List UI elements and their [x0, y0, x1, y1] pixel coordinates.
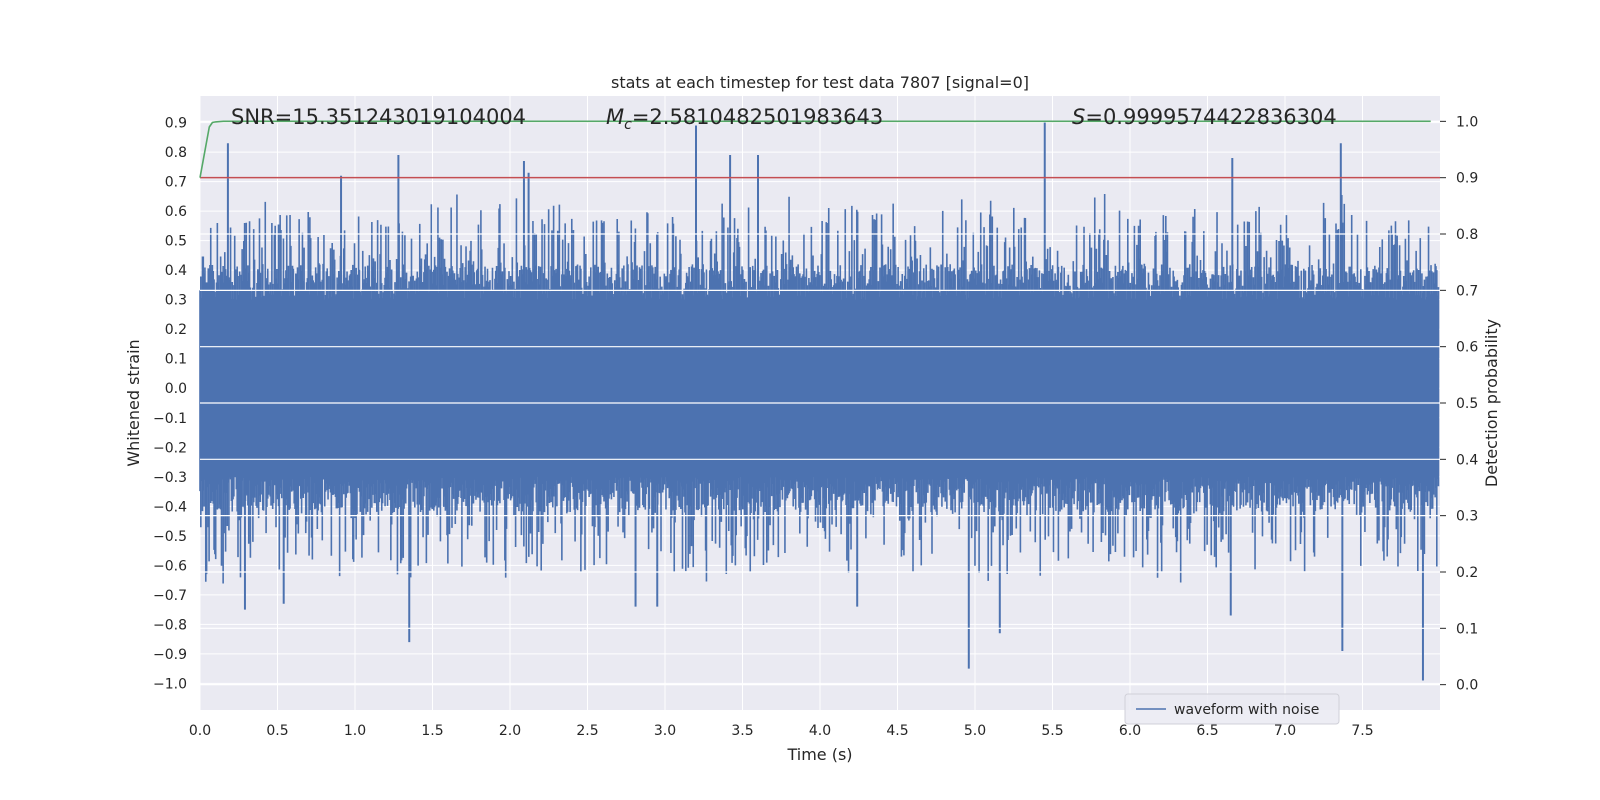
- y-axis-label: Whitened strain: [124, 339, 143, 466]
- y-tick-label: −0.8: [153, 617, 187, 633]
- x-tick-label: 5.0: [964, 723, 986, 739]
- chirp-mass-subscript: c: [624, 117, 632, 133]
- y2-axis-label: Detection probability: [1482, 319, 1501, 487]
- chirp-mass-symbol: M: [606, 105, 624, 129]
- y2-tick-label: 0.7: [1456, 283, 1478, 299]
- y-tick-label: 0.1: [165, 352, 187, 368]
- y-tick-label: 0.9: [165, 116, 187, 132]
- y-tick-label: −0.1: [153, 411, 187, 427]
- left-y-axis-ticks: 0.9 0.8 0.7 0.6 0.5 0.4 0.3 0.2 0.1 0.0 −0.1 −0.2 −0…: [153, 116, 187, 693]
- x-tick-label: 3.0: [654, 723, 676, 739]
- y2-tick-label: 0.5: [1456, 396, 1478, 412]
- waveform-series: [199, 122, 1440, 681]
- legend-box: [1124, 693, 1340, 725]
- y-tick-label: −0.6: [153, 558, 187, 574]
- y2-tick-label: 0.2: [1456, 565, 1478, 581]
- x-tick-label: 0.0: [189, 723, 211, 739]
- detection-probability-line: [199, 120, 1431, 178]
- y-tick-label: −0.9: [153, 647, 187, 663]
- snr-annotation: SNR=15.351243019104004: [231, 105, 526, 129]
- legend-label: waveform with noise: [1174, 702, 1319, 718]
- x-tick-label: 1.5: [421, 723, 443, 739]
- y-tick-label: 0.7: [165, 175, 187, 191]
- y-tick-label: 0.6: [165, 204, 187, 220]
- y-tick-label: 0.4: [165, 263, 187, 279]
- y-tick-label: −0.2: [153, 440, 187, 456]
- x-tick-label: 3.5: [731, 723, 753, 739]
- x-tick-label: 6.5: [1196, 723, 1218, 739]
- x-tick-label: 4.0: [809, 723, 831, 739]
- y2-tick-label: 0.9: [1456, 171, 1478, 187]
- y-tick-label: −0.3: [153, 470, 187, 486]
- y2-tick-label: 1.0: [1456, 114, 1478, 130]
- right-y-axis-ticks: 1.0 0.9 0.8 0.7 0.6 0.5 0.4 0.3 0.2 0.1 0.0: [1440, 114, 1478, 694]
- score-symbol: S: [1072, 105, 1085, 129]
- y-tick-label: 0.3: [165, 293, 187, 309]
- chart-title: stats at each timestep for test data 780…: [611, 73, 1029, 92]
- y2-tick-label: 0.6: [1456, 340, 1478, 356]
- score-value: =0.9999574422836304: [1085, 105, 1336, 129]
- y-tick-label: 0.2: [165, 322, 187, 338]
- x-tick-label: 2.0: [499, 723, 521, 739]
- y-tick-label: 0.8: [165, 145, 187, 161]
- x-tick-label: 2.5: [576, 723, 598, 739]
- y-tick-label: 0.0: [165, 381, 187, 397]
- x-tick-label: 5.5: [1041, 723, 1063, 739]
- y-tick-label: −0.5: [153, 529, 187, 545]
- y2-tick-label: 0.1: [1456, 621, 1478, 637]
- x-tick-label: 0.5: [266, 723, 288, 739]
- legend: waveform with noise: [1124, 693, 1340, 725]
- y-tick-label: −0.7: [153, 588, 187, 604]
- x-tick-label: 4.5: [886, 723, 908, 739]
- x-tick-label: 7.0: [1274, 723, 1296, 739]
- y2-tick-label: 0.8: [1456, 227, 1478, 243]
- y2-tick-label: 0.3: [1456, 509, 1478, 525]
- x-axis-ticks: 0.0 0.5 1.0 1.5 2.0 2.5 3.0 3.5 4.0 4.5 5.0 5.5 6.0 6…: [189, 723, 1374, 739]
- x-tick-label: 1.0: [344, 723, 366, 739]
- y2-tick-label: 0.0: [1456, 678, 1478, 694]
- x-tick-label: 7.5: [1351, 723, 1373, 739]
- chirp-mass-value: =2.5810482501983643: [632, 105, 883, 129]
- y2-tick-label: 0.4: [1456, 452, 1478, 468]
- y-tick-label: −0.4: [153, 499, 187, 515]
- chirp-mass-annotation: Mc=2.5810482501983643: [606, 105, 883, 133]
- y-tick-label: −1.0: [153, 676, 187, 692]
- score-annotation: S=0.9999574422836304: [1072, 105, 1337, 129]
- x-tick-label: 6.0: [1119, 723, 1141, 739]
- x-axis-label: Time (s): [786, 745, 852, 764]
- y-tick-label: 0.5: [165, 234, 187, 250]
